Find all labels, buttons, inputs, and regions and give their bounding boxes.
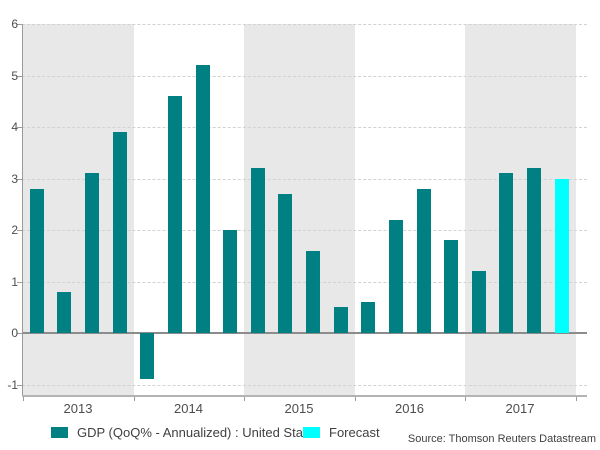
grid-line-1 bbox=[22, 281, 587, 283]
y-axis-tick--1 bbox=[17, 384, 22, 386]
bar-2014-q3 bbox=[195, 65, 210, 333]
bar-2014-q4 bbox=[223, 230, 238, 333]
y-axis-tick-1 bbox=[17, 281, 22, 283]
x-year-label-2014: 2014 bbox=[174, 401, 203, 416]
bar-2017-q3 bbox=[527, 168, 542, 333]
y-tick-label-2: 2 bbox=[11, 223, 18, 237]
gdp-series-label: GDP (QoQ% - Annualized) : United States bbox=[77, 425, 321, 440]
y-tick-label-5: 5 bbox=[11, 68, 18, 83]
bar-2017-q2 bbox=[499, 173, 514, 333]
y-tick-label-1: 1 bbox=[11, 274, 18, 289]
y-tick-label-0: 0 bbox=[11, 326, 18, 340]
bar-2013-q3 bbox=[85, 173, 100, 333]
x-axis-tick-4 bbox=[465, 397, 466, 401]
zero-line bbox=[22, 332, 587, 334]
y-axis-line bbox=[22, 24, 23, 395]
x-year-label-2016: 2016 bbox=[395, 401, 424, 416]
x-axis-tick-0 bbox=[23, 397, 24, 401]
bar-2016-q4 bbox=[444, 240, 459, 333]
gdp-series-swatch bbox=[51, 427, 68, 438]
x-axis-tick-2 bbox=[244, 397, 245, 401]
y-tick-label-3: 3 bbox=[11, 171, 18, 186]
forecast-swatch bbox=[303, 427, 320, 438]
grid-line-4 bbox=[22, 127, 587, 128]
bar-2015-q2 bbox=[278, 193, 293, 333]
legend-item-gdp: GDP (QoQ% - Annualized) : United States bbox=[51, 425, 320, 440]
bar-2015-q4 bbox=[333, 307, 348, 333]
forecast-label: Forecast bbox=[329, 425, 380, 440]
bar-2017-q1 bbox=[471, 271, 486, 333]
y-tick-label--1: -1 bbox=[7, 377, 18, 392]
y-axis-tick-2 bbox=[17, 230, 22, 231]
bar-2013-q2 bbox=[57, 291, 72, 333]
bar-2013-q1 bbox=[29, 188, 44, 333]
y-axis-tick-4 bbox=[17, 127, 22, 128]
x-year-label-2017: 2017 bbox=[505, 401, 535, 416]
bar-2015-q1 bbox=[250, 168, 265, 333]
year-band-2016 bbox=[354, 24, 465, 395]
y-axis-tick-0 bbox=[17, 333, 22, 334]
bar-2016-q1 bbox=[361, 302, 376, 333]
y-tick-label-4: 4 bbox=[11, 120, 18, 134]
x-axis-tick-3 bbox=[354, 397, 356, 401]
y-axis-tick-3 bbox=[17, 178, 22, 180]
bar-2017-q4-forecast bbox=[554, 178, 569, 333]
x-year-label-2015: 2015 bbox=[284, 401, 314, 416]
bar-2014-q1 bbox=[140, 333, 155, 380]
x-axis-line bbox=[22, 395, 587, 397]
source-attribution: Source: Thomson Reuters Datastream bbox=[407, 433, 596, 445]
x-year-label-2013: 2013 bbox=[63, 401, 93, 416]
legend-item-forecast: Forecast bbox=[303, 425, 380, 440]
bar-2014-q2 bbox=[167, 96, 182, 333]
y-axis-tick-5 bbox=[17, 75, 22, 77]
grid-line--1 bbox=[22, 384, 587, 386]
bar-2016-q3 bbox=[416, 188, 431, 333]
grid-line-6 bbox=[22, 24, 587, 25]
plot-area bbox=[22, 24, 587, 395]
bar-2016-q2 bbox=[388, 219, 403, 333]
bar-2013-q4 bbox=[112, 132, 127, 333]
x-axis-tick-1 bbox=[133, 397, 135, 401]
y-tick-label-6: 6 bbox=[11, 17, 18, 31]
x-axis-tick-5 bbox=[575, 397, 577, 401]
y-axis-tick-6 bbox=[17, 24, 22, 25]
grid-line-2 bbox=[22, 230, 587, 231]
bar-2015-q3 bbox=[306, 250, 321, 333]
grid-line-5 bbox=[22, 75, 587, 77]
grid-line-3 bbox=[22, 178, 587, 180]
